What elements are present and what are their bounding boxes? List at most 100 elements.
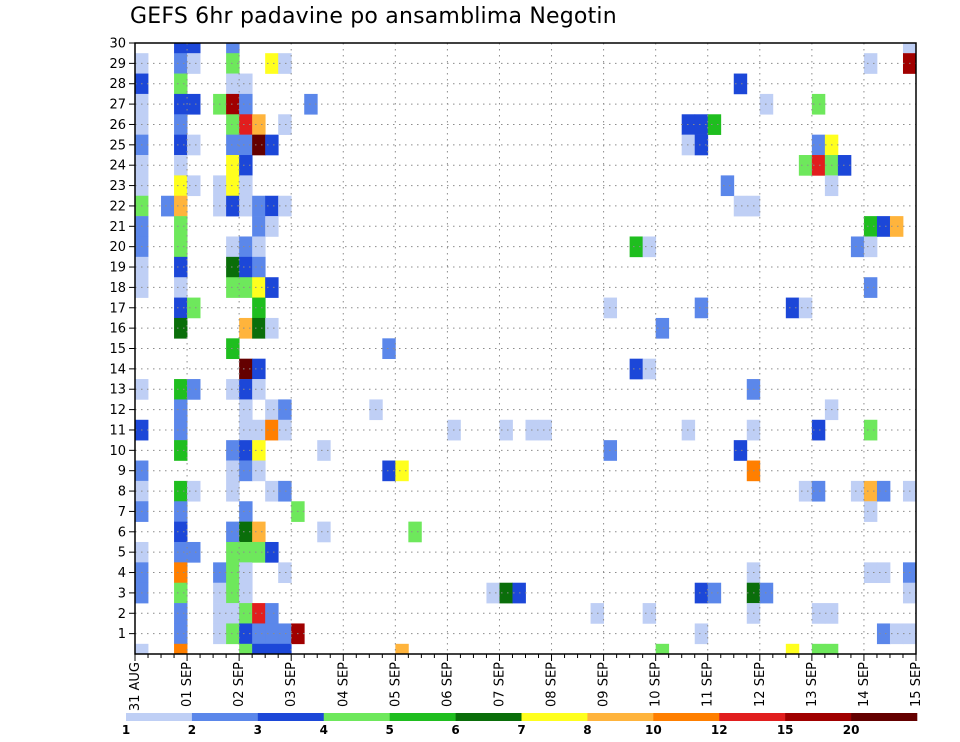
x-tick-label: 07 SEP [492,662,507,707]
heatmap-cell [278,53,292,74]
heatmap-cell [174,134,188,156]
heatmap-cell [707,114,722,135]
x-tick-label: 04 SEP [336,662,351,707]
x-tick-label: 14 SEP [857,662,872,707]
x-axis: 31 AUG 01 SEP 02 SEP 03 SEP 04 SEP 05 SEP 06 S… [128,654,924,711]
colorbar-label: 12 [711,723,728,737]
heatmap-cell [174,53,188,74]
y-tick-label: 11 [109,423,126,438]
heatmap-cell [642,358,657,380]
heatmap-cell [174,195,188,217]
heatmap-cell [174,480,188,502]
y-tick-label: 12 [109,403,126,418]
heatmap-cell [811,643,826,655]
heatmap-cell [265,541,279,563]
heatmap-cell [707,582,722,604]
heatmap-cell [876,216,891,237]
heatmap-cell [850,480,865,502]
heatmap-cell [226,623,240,645]
heatmap-cell [239,582,253,604]
heatmap-cell [278,195,292,217]
heatmap-cell [187,480,201,502]
heatmap-cell [239,358,253,380]
y-tick-label: 23 [109,179,126,194]
heatmap-cell [226,521,240,543]
heatmap-cell [239,317,253,339]
heatmap-cell [239,93,253,115]
heatmap-cell [824,643,839,655]
x-tick-label: 01 SEP [180,662,195,707]
y-tick-label: 13 [109,383,126,398]
heatmap-cell [174,216,188,237]
heatmap-cell [837,155,852,176]
heatmap-cell [304,93,318,115]
heatmap-cell [226,53,240,74]
heatmap-cell [187,379,201,400]
x-tick-label: 08 SEP [545,662,560,707]
heatmap-cell [174,114,188,135]
heatmap-cell [408,521,422,543]
colorbar-swatch [851,713,918,721]
colorbar-label: 10 [645,723,662,737]
y-tick-label: 1 [118,627,126,642]
chart-title: GEFS 6hr padavine po ansamblima Negotin [130,4,617,29]
heatmap-cell [187,541,201,563]
heatmap-cell [252,195,266,217]
heatmap-cell [226,379,240,400]
heatmap-cell [239,419,253,441]
heatmap-cell [278,643,292,655]
heatmap-cell [239,134,253,156]
heatmap-cell [174,440,188,461]
y-tick-label: 22 [109,199,126,214]
heatmap-cell [239,379,253,400]
heatmap-cell [226,155,240,176]
heatmap-cell [811,134,826,156]
heatmap-cell [226,134,240,156]
y-tick-label: 5 [118,546,126,561]
y-tick-label: 4 [118,566,126,581]
y-tick-label: 14 [109,362,126,377]
heatmap-cell [174,73,188,95]
y-tick-label: 17 [109,301,126,316]
colorbar: 1 2 3 4 5 6 7 8 10 12 15 20 [122,713,918,737]
heatmap-cell [642,603,657,624]
heatmap-cell [694,297,709,319]
heatmap-cell [226,236,240,258]
heatmap-cell [265,399,279,421]
heatmap-cell [811,419,826,441]
heatmap-cell [265,480,279,502]
heatmap-cell [187,134,201,156]
x-tick-label: 09 SEP [597,662,612,707]
heatmap-cell [902,43,917,54]
heatmap-cell [226,440,240,461]
heatmap-cell [226,460,240,482]
heatmap-cell [239,521,253,543]
heatmap-cell [694,623,709,645]
x-tick-label: 15 SEP [909,662,924,707]
heatmap-cell [239,541,253,563]
heatmap-cell [226,562,240,584]
heatmap-cell [239,114,253,135]
x-tick-label: 03 SEP [284,662,299,707]
heatmap-cell [798,155,813,176]
heatmap-cell [863,236,878,258]
heatmap-cell [226,256,240,278]
heatmap-cell [252,419,266,441]
heatmap-cell [863,562,878,584]
heatmap-cell [252,643,266,655]
heatmap-cell [252,297,266,319]
y-tick-label: 15 [109,342,126,357]
heatmap-cell [239,175,253,197]
heatmap-cell [759,93,774,115]
heatmap-cell [174,317,188,339]
x-tick-label: 11 SEP [701,662,716,707]
heatmap-cell [317,440,331,461]
colorbar-label: 7 [517,723,525,737]
heatmap-cell [226,114,240,135]
y-tick-label: 7 [118,505,126,520]
heatmap-cell [239,236,253,258]
heatmap-cell [694,582,709,604]
y-tick-label: 25 [109,138,126,153]
x-tick-label: 10 SEP [649,662,664,707]
heatmap-cell [798,297,813,319]
